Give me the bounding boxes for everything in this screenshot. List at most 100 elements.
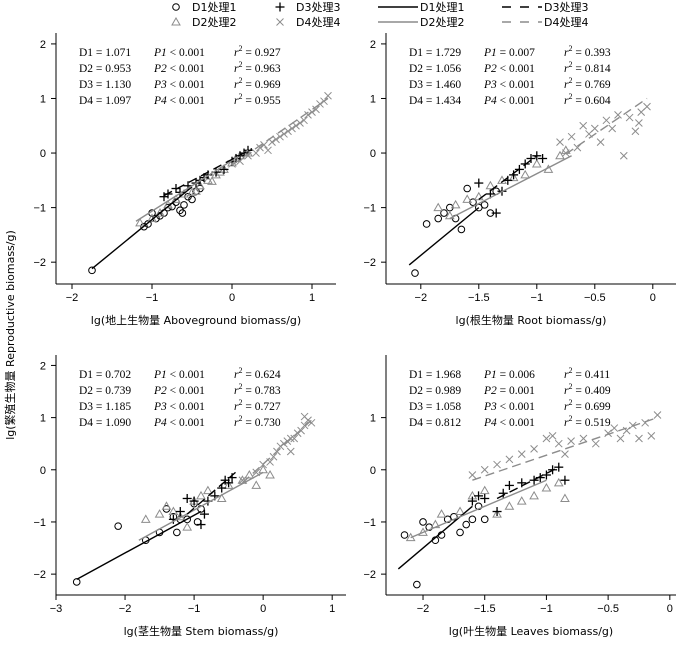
x-tick-label: 0 <box>667 603 673 615</box>
stat-p: P3 < 0.001 <box>153 401 205 413</box>
stat-p: P3 < 0.001 <box>483 401 535 413</box>
panel-1: −2 −1 0 1 −2 −1 0 1 2 lg(地上生物量 Aboveground biomas… <box>33 33 336 327</box>
stat-slope: D1 = 1.968 <box>409 369 461 381</box>
point-d1-circle <box>422 220 431 228</box>
point-d3-plus <box>529 475 539 485</box>
point-d4-x <box>631 127 640 136</box>
fit-line-d4 <box>472 416 658 481</box>
shared-y-axis-label: lg(繁殖生物量 Reproductive biomass/g) <box>3 230 17 440</box>
stat-p: P4 < 0.001 <box>483 417 535 429</box>
point-d2-triangle <box>541 483 552 492</box>
point-d4-x <box>596 138 605 146</box>
point-d2-triangle <box>154 509 165 518</box>
stat-r2: r2 = 0.411 <box>564 366 610 381</box>
x-tick-label: −0.5 <box>584 292 606 304</box>
point-d4-x <box>268 138 276 146</box>
point-d3-plus <box>504 480 514 490</box>
point-d4-x <box>276 132 284 141</box>
point-d4-x <box>517 450 526 458</box>
x-axis-label: lg(根生物量 Root biomass/g) <box>456 313 607 327</box>
point-d3-plus <box>538 154 548 163</box>
point-d2-triangle <box>161 501 172 510</box>
point-d2-triangle <box>191 186 201 195</box>
stat-r2: r2 = 0.783 <box>234 382 281 397</box>
stats-block: D1 = 1.729 P1 = 0.007 r2 = 0.393 D2 = 1.056… <box>409 44 611 107</box>
point-d4-x <box>616 434 625 443</box>
point-d1-circle <box>178 209 187 217</box>
point-d2-triangle <box>182 522 193 531</box>
point-d1-circle <box>173 528 181 537</box>
panel-2: −2 −1.5 −1 −0.5 0 −2 −1 0 1 2 lg(根生物量 Root biomass… <box>363 33 676 327</box>
point-d4-x <box>530 445 538 453</box>
stat-p: P2 < 0.001 <box>153 385 205 397</box>
legend-marker-plus <box>275 2 285 12</box>
point-d4-x <box>272 135 280 144</box>
point-d4-x <box>280 130 288 138</box>
stat-p: P2 < 0.001 <box>153 63 205 75</box>
point-d2-triangle <box>504 501 515 510</box>
fit-line-d3 <box>496 466 560 500</box>
point-d1-circle <box>400 531 409 539</box>
stat-slope: D4 = 1.097 <box>79 95 131 107</box>
point-d4-x <box>252 149 260 157</box>
point-d2-triangle <box>531 158 542 168</box>
point-d3-plus <box>509 170 519 180</box>
fit-line-d3 <box>478 155 538 200</box>
point-d4-x <box>653 411 662 419</box>
fit-line-d1 <box>76 510 202 580</box>
point-d2-triangle <box>485 180 496 190</box>
stat-r2: r2 = 0.769 <box>564 76 611 91</box>
stat-p: P3 < 0.001 <box>483 79 535 91</box>
stat-r2: r2 = 0.814 <box>564 60 611 75</box>
point-d4-x <box>290 434 299 443</box>
point-d4-x <box>548 432 557 440</box>
point-d2-triangle <box>492 509 502 518</box>
point-d4-x <box>635 434 643 443</box>
point-d1-circle <box>114 522 122 530</box>
x-tick-label: 0 <box>650 292 656 304</box>
point-d2-triangle <box>216 493 227 502</box>
panel-3: −3 −2 −1 0 1 −2 −1 0 1 2 lg(茎生物量 Stem biomass/g) D1… <box>33 355 346 638</box>
point-d4-x <box>590 124 599 133</box>
y-tick-label: −2 <box>33 569 46 581</box>
point-d2-triangle <box>251 480 262 489</box>
point-d3-plus <box>474 178 484 188</box>
point-d4-x <box>635 119 643 127</box>
point-d2-triangle <box>211 169 221 179</box>
panels: −2 −1 0 1 −2 −1 0 1 2 lg(地上生物量 Aboveground biomas… <box>33 33 676 638</box>
point-d4-x <box>643 102 651 111</box>
x-axis-label: lg(叶生物量 Leaves biomass/g) <box>449 624 613 638</box>
stat-r2: r2 = 0.969 <box>234 76 281 91</box>
point-d4-x <box>561 149 570 157</box>
fit-line-d3 <box>186 471 236 515</box>
stat-p: P1 < 0.001 <box>153 47 205 59</box>
y-tick-label: 0 <box>40 465 46 477</box>
stat-slope: D1 = 1.729 <box>409 47 461 59</box>
x-tick-label: −0.5 <box>597 603 619 615</box>
point-d4-x <box>567 132 576 141</box>
point-d2-triangle <box>516 496 527 505</box>
stat-p: P1 = 0.007 <box>483 47 535 59</box>
stat-slope: D2 = 0.739 <box>79 385 131 397</box>
point-d2-triangle <box>450 199 461 209</box>
legend-label: D3处理3 <box>296 1 340 14</box>
fit-line-d1 <box>91 186 193 270</box>
point-d1-circle <box>180 201 188 209</box>
y-tick-label: −1 <box>363 203 376 215</box>
point-d1-circle <box>457 225 466 234</box>
x-tick-label: −1 <box>188 603 201 615</box>
stat-p: P2 = 0.001 <box>483 385 535 397</box>
point-d1-circle <box>419 518 427 526</box>
point-d2-triangle <box>196 490 206 500</box>
stats-block: D1 = 1.071 P1 < 0.001 r2 = 0.927 D2 = 0.953… <box>79 44 281 107</box>
stat-r2: r2 = 0.927 <box>234 44 281 59</box>
point-d1-circle <box>188 195 196 204</box>
y-tick-label: 1 <box>40 413 46 425</box>
point-d1-circle <box>411 269 419 277</box>
point-d2-triangle <box>433 202 444 212</box>
fit-line-d3 <box>163 148 253 197</box>
x-tick-label: 1 <box>309 292 315 304</box>
stat-p: P2 < 0.001 <box>483 63 535 75</box>
point-d2-triangle <box>203 175 213 184</box>
